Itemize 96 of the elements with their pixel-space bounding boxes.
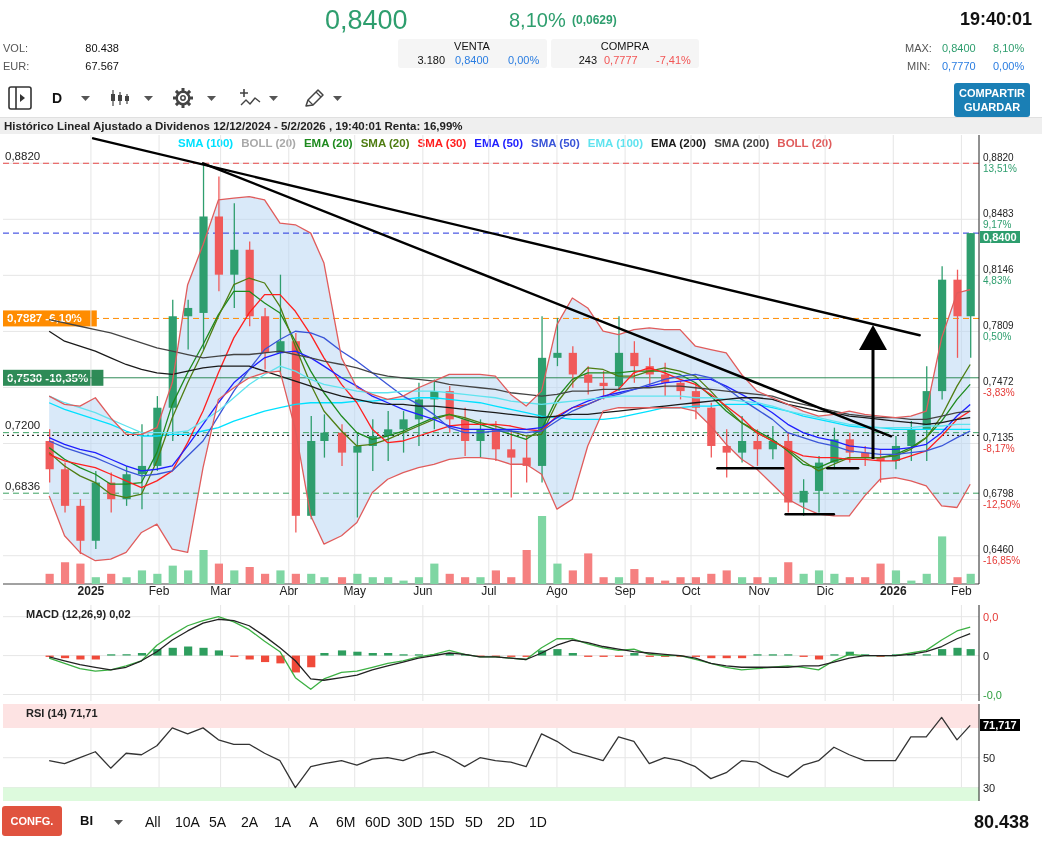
x-tick-label: Mar <box>210 583 231 598</box>
chart-title: MACD (12,26,9) 0,02 <box>26 608 131 620</box>
text: MIN: <box>907 60 931 73</box>
text: SMA (30) <box>417 137 467 149</box>
x-tick-label: Ago <box>546 583 568 598</box>
text: 0,8400 <box>325 5 408 37</box>
text: MAX: <box>905 42 932 55</box>
text: 67.567 <box>85 60 119 73</box>
y2-tick-label: 9,17% <box>983 218 1012 230</box>
x-tick-label: Nov <box>748 583 770 598</box>
text: COMPRA <box>600 40 650 53</box>
x-tick-label: Abr <box>279 583 299 598</box>
x-tick-label: 2026 <box>879 583 907 598</box>
text: BI <box>80 813 93 829</box>
x-tick-label: Feb <box>148 583 170 598</box>
text: 2D <box>497 814 515 831</box>
text: 80.438 <box>85 42 119 55</box>
text: EUR: <box>3 60 30 73</box>
text: 80.438 <box>974 812 1030 833</box>
text: EMA (20) <box>303 137 353 149</box>
text: 3.180 <box>417 54 445 67</box>
chart-title: Histórico Lineal Ajustado a Dividenos 12/12/2024 - 5/2/2026 , 19:40:01 Renta: 16,99% <box>4 120 463 132</box>
y2-tick-label: -12,50% <box>983 498 1021 510</box>
x-tick-label: Dic <box>816 583 834 598</box>
text: SMA (50) <box>531 137 580 149</box>
y2-tick-label: -3,83% <box>983 386 1015 398</box>
y-tick-label: 0,7809 <box>983 319 1015 331</box>
text: All <box>145 814 161 831</box>
x-tick-label: Sep <box>614 583 637 598</box>
text: 19:40:01 <box>960 9 1033 30</box>
text: -7,41% <box>656 54 691 67</box>
x-tick-label: Feb <box>951 583 973 598</box>
x-tick-label: Jun <box>413 583 433 598</box>
y2-tick-label: 0,50% <box>983 330 1012 342</box>
ref-line-label: 0,7530 -10,35% <box>7 371 89 384</box>
y-tick-label: -0,0 <box>983 688 1002 701</box>
y2-tick-label: -16,85% <box>983 554 1021 566</box>
text: VOL: <box>3 42 29 55</box>
y-tick-label: 50 <box>983 751 996 764</box>
text: SMA (20) <box>360 137 410 149</box>
y-tick-label: 0,6798 <box>983 488 1015 500</box>
text: 5D <box>465 814 483 831</box>
y-tick-label: 0,7472 <box>983 375 1015 387</box>
text: 0,7770 <box>942 60 976 73</box>
y-tick-label: 0,8483 <box>983 207 1015 219</box>
y-tick-label: 0,8820 <box>983 151 1015 163</box>
text: 1D <box>529 814 547 831</box>
text: 0,00% <box>508 54 540 67</box>
text: 8,10% <box>509 9 566 32</box>
text: BOLL (20) <box>777 137 833 149</box>
text: 0,8400 <box>455 54 489 67</box>
y-tick-label: 0,8146 <box>983 263 1015 275</box>
config-button: CONFG. <box>2 806 62 836</box>
y-tick-label: 0,7135 <box>983 431 1015 443</box>
ref-line-label: 0,7887 -6,10% <box>7 312 82 325</box>
x-tick-label: Jul <box>481 583 497 598</box>
text: 6M <box>336 814 356 831</box>
text: EMA (200) <box>651 137 707 149</box>
x-tick-label: 2025 <box>77 583 105 598</box>
text: VENTA <box>454 40 490 53</box>
x-tick-label: Oct <box>681 583 702 598</box>
y-tick-label: 30 <box>983 781 996 794</box>
y-tick-label: 0,0 <box>983 610 999 623</box>
text: SMA (200) <box>714 137 770 149</box>
text: 0,8400 <box>942 42 976 55</box>
text: 2A <box>241 814 259 831</box>
text: 5A <box>209 814 227 831</box>
x-tick-label: May <box>343 583 367 598</box>
text: 30D <box>397 814 423 831</box>
text: 243 <box>578 54 597 67</box>
text: A <box>309 814 319 831</box>
text: D <box>52 90 63 107</box>
annotation: 0,8400 <box>980 230 1020 243</box>
annotation: 0,7200 <box>5 419 41 432</box>
y2-tick-label: 4,83% <box>983 274 1012 286</box>
text: 1A <box>274 814 292 831</box>
annotation: 71,717 <box>980 719 1020 732</box>
chart-title: RSI (14) 71,71 <box>26 707 98 719</box>
text: (0,0629) <box>572 13 617 28</box>
share-save-button: COMPARTIR GUARDAR <box>954 83 1030 117</box>
annotation: 0,6836 <box>5 479 41 492</box>
text: 15D <box>429 814 455 831</box>
y2-tick-label: -8,17% <box>983 442 1015 454</box>
text: SMA (100) <box>178 137 234 149</box>
text: 0,7777 <box>604 54 638 67</box>
y-tick-label: 0,6460 <box>983 544 1015 556</box>
annotation: BOLL (20) <box>241 137 296 149</box>
y-tick-label: 0 <box>983 649 990 662</box>
text: 8,10% <box>993 42 1025 55</box>
text: EMA (50) <box>474 137 524 149</box>
text: EMA (100) <box>587 137 643 149</box>
annotation: 0,8820 <box>5 149 41 162</box>
text: 60D <box>365 814 391 831</box>
text: 10A <box>175 814 200 831</box>
text: 0,00% <box>993 60 1025 73</box>
y2-tick-label: 13,51% <box>983 162 1018 174</box>
